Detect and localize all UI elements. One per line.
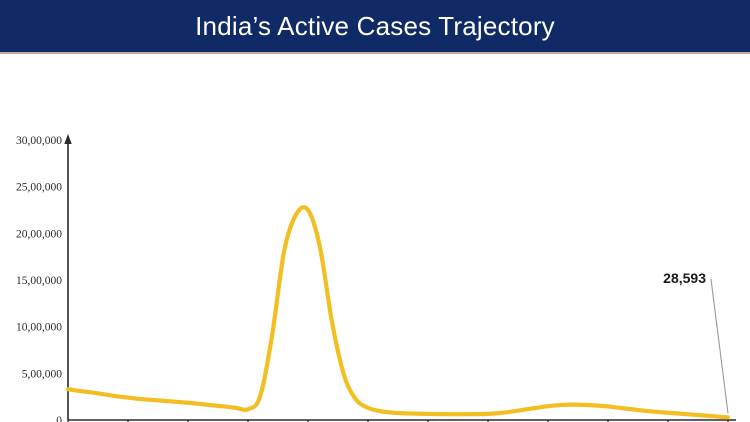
- y-axis-tick-label: 25,00,000: [16, 182, 62, 194]
- title-banner: India’s Active Cases Trajectory: [0, 0, 750, 52]
- line-chart: 0 5,00,000 10,00,000 15,00,000 20,00,000 25,0…: [16, 134, 736, 422]
- page-title: India’s Active Cases Trajectory: [195, 11, 555, 41]
- x-axis-ticks: [67, 420, 729, 422]
- y-axis-tick-labels: 0 5,00,000 10,00,000 15,00,000 20,00,000 25,0…: [16, 135, 62, 422]
- active-cases-line: [65, 205, 731, 420]
- y-axis-tick-label: 0: [56, 415, 62, 422]
- y-axis-tick-label: 15,00,000: [16, 275, 62, 287]
- y-axis-arrowhead: [64, 134, 72, 144]
- annotation-leader-line: [710, 278, 729, 414]
- y-axis-tick-label: 30,00,000: [16, 135, 62, 147]
- chart-plot-area: 0 5,00,000 10,00,000 15,00,000 20,00,000 25,0…: [0, 52, 750, 422]
- annotation-value-label: 28,593: [663, 270, 706, 286]
- banner-underline: [0, 52, 750, 54]
- y-axis-tick-label: 10,00,000: [16, 322, 62, 334]
- y-axis-tick-label: 20,00,000: [16, 228, 62, 240]
- y-axis-tick-label: 5,00,000: [22, 368, 63, 380]
